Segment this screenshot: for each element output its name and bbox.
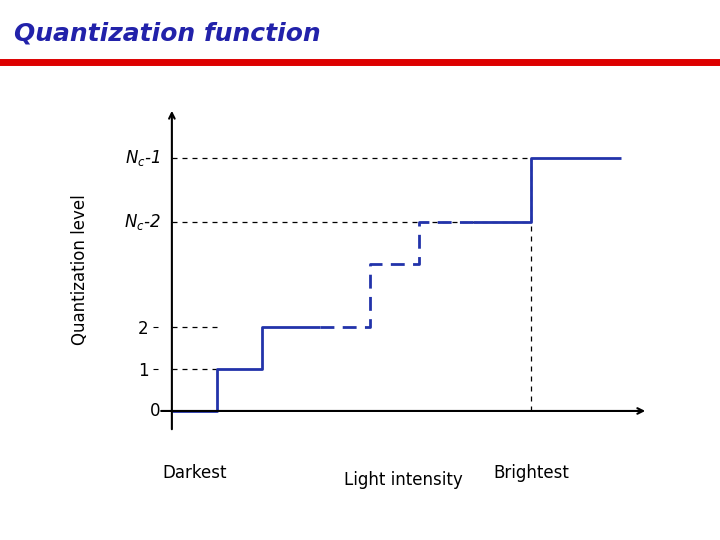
Text: Darkest: Darkest — [162, 464, 227, 482]
Text: Quantization level: Quantization level — [71, 194, 89, 346]
Text: Brightest: Brightest — [493, 464, 569, 482]
Text: 0: 0 — [150, 402, 161, 420]
Text: Quantization function: Quantization function — [14, 22, 321, 45]
Text: $N_c$-2: $N_c$-2 — [124, 212, 161, 232]
Text: $N_c$-1: $N_c$-1 — [125, 148, 161, 168]
Text: Light intensity: Light intensity — [344, 471, 462, 489]
